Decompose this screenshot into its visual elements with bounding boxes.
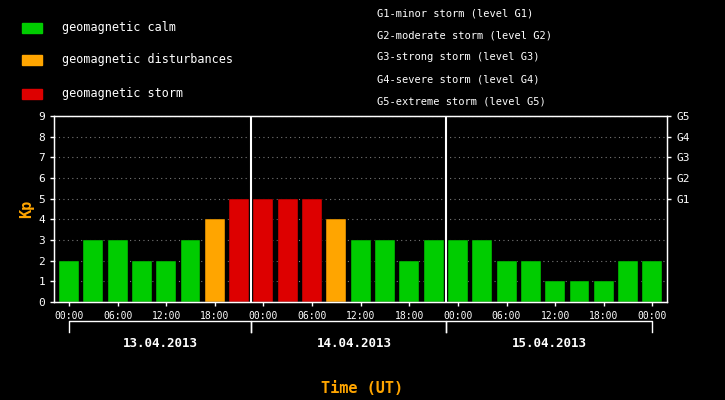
Bar xyxy=(497,261,516,302)
Text: 14.04.2013: 14.04.2013 xyxy=(317,337,392,350)
Text: geomagnetic calm: geomagnetic calm xyxy=(62,22,175,34)
Text: 15.04.2013: 15.04.2013 xyxy=(512,337,587,350)
Text: 13.04.2013: 13.04.2013 xyxy=(123,337,198,350)
Bar xyxy=(423,240,444,302)
Bar xyxy=(59,261,79,302)
Text: G2-moderate storm (level G2): G2-moderate storm (level G2) xyxy=(377,30,552,40)
Bar xyxy=(83,240,103,302)
Bar xyxy=(545,281,566,302)
Bar xyxy=(351,240,370,302)
Bar xyxy=(326,219,347,302)
Text: G4-severe storm (level G4): G4-severe storm (level G4) xyxy=(377,75,539,85)
Bar xyxy=(399,261,419,302)
Bar xyxy=(254,199,273,302)
Bar xyxy=(618,261,638,302)
Text: G5-extreme storm (level G5): G5-extreme storm (level G5) xyxy=(377,97,546,107)
Bar xyxy=(22,89,41,99)
Y-axis label: Kp: Kp xyxy=(20,200,34,218)
Bar xyxy=(472,240,492,302)
Bar xyxy=(570,281,589,302)
Bar xyxy=(229,199,249,302)
Bar xyxy=(181,240,201,302)
Bar xyxy=(448,240,468,302)
Bar xyxy=(278,199,298,302)
Text: G1-minor storm (level G1): G1-minor storm (level G1) xyxy=(377,8,534,18)
Bar xyxy=(594,281,614,302)
Text: geomagnetic storm: geomagnetic storm xyxy=(62,88,183,100)
Bar xyxy=(22,23,41,33)
Text: geomagnetic disturbances: geomagnetic disturbances xyxy=(62,54,233,66)
Bar xyxy=(375,240,395,302)
Text: Time (UT): Time (UT) xyxy=(321,381,404,396)
Bar xyxy=(107,240,128,302)
Bar xyxy=(302,199,322,302)
Text: G3-strong storm (level G3): G3-strong storm (level G3) xyxy=(377,52,539,62)
Bar xyxy=(521,261,541,302)
Bar xyxy=(22,55,41,65)
Bar xyxy=(642,261,663,302)
Bar xyxy=(132,261,152,302)
Bar xyxy=(156,261,176,302)
Bar xyxy=(205,219,225,302)
